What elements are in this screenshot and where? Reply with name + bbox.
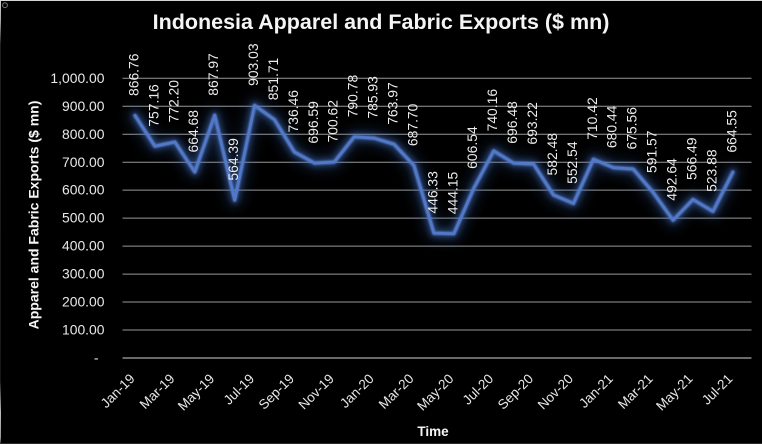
svg-text:552.54: 552.54	[564, 141, 580, 184]
svg-text:664.55: 664.55	[723, 110, 739, 153]
svg-text:867.97: 867.97	[205, 53, 221, 96]
svg-text:Time: Time	[417, 424, 449, 439]
svg-text:740.16: 740.16	[484, 89, 500, 132]
svg-text:591.57: 591.57	[644, 130, 660, 173]
svg-text:200.00: 200.00	[62, 294, 105, 310]
svg-text:687.70: 687.70	[404, 103, 420, 146]
svg-text:757.16: 757.16	[145, 84, 161, 127]
svg-text:772.20: 772.20	[165, 80, 181, 123]
svg-text:790.78: 790.78	[345, 75, 361, 118]
svg-text:492.64: 492.64	[664, 158, 680, 201]
svg-text:696.59: 696.59	[305, 101, 321, 144]
svg-text:900.00: 900.00	[62, 98, 105, 114]
svg-text:500.00: 500.00	[62, 210, 105, 226]
svg-text:-: -	[94, 350, 99, 366]
svg-text:564.39: 564.39	[225, 138, 241, 181]
svg-text:785.93: 785.93	[365, 76, 381, 119]
svg-text:903.03: 903.03	[245, 43, 261, 86]
svg-text:763.97: 763.97	[385, 82, 401, 125]
svg-text:664.68: 664.68	[185, 110, 201, 153]
svg-text:Apparel and Fabric Exports ($: Apparel and Fabric Exports ($ mn)	[26, 101, 42, 330]
svg-text:800.00: 800.00	[62, 126, 105, 142]
svg-text:710.42: 710.42	[584, 97, 600, 140]
svg-text:300.00: 300.00	[62, 266, 105, 282]
svg-text:400.00: 400.00	[62, 238, 105, 254]
svg-text:100.00: 100.00	[62, 322, 105, 338]
svg-text:700.00: 700.00	[62, 154, 105, 170]
svg-text:700.62: 700.62	[325, 100, 341, 143]
svg-text:444.15: 444.15	[444, 171, 460, 214]
svg-text:600.00: 600.00	[62, 182, 105, 198]
svg-text:693.22: 693.22	[524, 102, 540, 145]
svg-text:606.54: 606.54	[464, 126, 480, 169]
svg-text:866.76: 866.76	[125, 53, 141, 96]
svg-text:Indonesia Apparel and Fabric E: Indonesia Apparel and Fabric Exports ($ …	[153, 10, 610, 34]
svg-text:675.56: 675.56	[624, 107, 640, 150]
svg-text:851.71: 851.71	[265, 57, 281, 100]
svg-text:523.88: 523.88	[703, 149, 719, 192]
svg-text:696.48: 696.48	[504, 101, 520, 144]
svg-text:582.48: 582.48	[544, 133, 560, 176]
svg-text:566.49: 566.49	[683, 137, 699, 180]
svg-text:680.44: 680.44	[604, 105, 620, 148]
svg-text:736.46: 736.46	[285, 90, 301, 133]
svg-text:446.33: 446.33	[424, 171, 440, 214]
svg-text:1,000.00: 1,000.00	[50, 70, 104, 86]
